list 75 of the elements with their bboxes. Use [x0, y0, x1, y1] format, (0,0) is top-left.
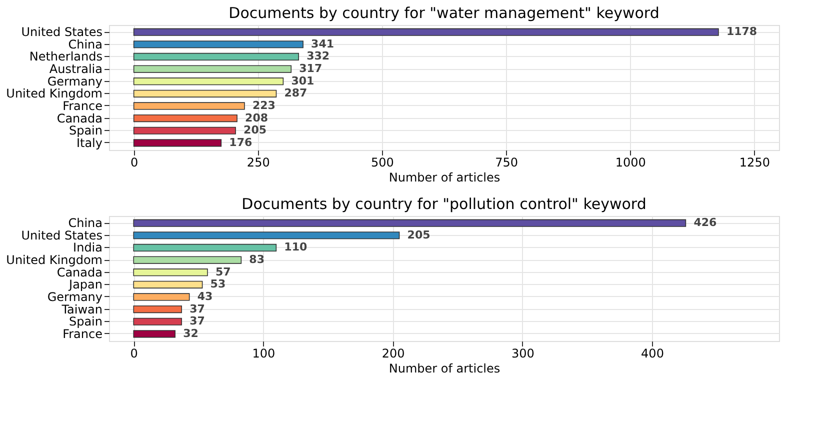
y-tick-label: Australia — [49, 62, 102, 76]
data-label: 110 — [284, 240, 308, 254]
bar — [133, 65, 292, 73]
bar — [133, 318, 182, 326]
y-tick-label: Japan — [68, 278, 102, 292]
data-label: 43 — [197, 290, 213, 303]
y-tick-label: France — [62, 326, 102, 341]
data-label: 176 — [229, 136, 252, 149]
x-tick-label: 0 — [130, 156, 138, 170]
bar — [133, 244, 277, 252]
data-label: 287 — [284, 86, 308, 100]
data-label: 1178 — [726, 25, 758, 38]
bar — [133, 40, 304, 48]
data-label: 83 — [249, 253, 264, 266]
bar — [133, 330, 176, 338]
data-label: 32 — [183, 326, 198, 340]
data-label: 341 — [311, 37, 334, 50]
data-label: 53 — [210, 278, 226, 291]
y-tick-label: Taiwan — [60, 302, 102, 316]
x-axis-title: Number of articles — [388, 170, 500, 184]
x-tick-label: 400 — [641, 346, 664, 360]
bar — [133, 126, 236, 134]
y-tick-label: Germany — [47, 290, 102, 304]
bar — [133, 90, 277, 98]
x-tick-label: 300 — [511, 346, 534, 360]
data-label: 205 — [407, 228, 430, 242]
y-tick-label: United States — [21, 25, 102, 40]
y-tick-label: China — [68, 37, 102, 52]
x-tick-label: 750 — [495, 156, 518, 170]
bar — [133, 114, 238, 122]
bar — [133, 280, 203, 288]
x-tick-label: 100 — [252, 346, 276, 360]
data-label: 57 — [215, 265, 231, 278]
y-tick-label: Netherlands — [29, 50, 102, 64]
x-tick-label: 1000 — [615, 156, 646, 170]
bar — [133, 102, 245, 110]
bar — [133, 232, 400, 240]
x-axis-title: Number of articles — [388, 362, 500, 376]
data-label: 426 — [694, 216, 717, 230]
y-tick-label: Germany — [47, 74, 102, 88]
data-label: 301 — [291, 74, 314, 88]
data-label: 208 — [245, 111, 268, 124]
bar — [133, 256, 242, 264]
bar — [133, 293, 190, 301]
data-label: 332 — [306, 50, 330, 63]
data-label: 317 — [299, 62, 322, 76]
bar — [133, 78, 284, 86]
chart-title: Documents by country for "pollution control" keyword — [242, 195, 646, 213]
bar — [133, 28, 719, 36]
x-tick-label: 0 — [130, 346, 138, 360]
y-tick-label: China — [68, 216, 102, 230]
data-label: 37 — [190, 314, 205, 328]
x-tick-label: 1250 — [739, 156, 770, 170]
y-tick-label: Spain — [68, 124, 102, 138]
chart-title: Documents by country for "water management" keyword — [228, 4, 660, 22]
bar — [133, 219, 686, 227]
data-label: 205 — [244, 124, 267, 137]
bar — [133, 52, 299, 60]
y-tick-label: United Kingdom — [6, 253, 102, 268]
y-tick-label: United Kingdom — [6, 86, 102, 101]
bar — [133, 268, 208, 276]
y-tick-label: India — [73, 240, 102, 255]
y-tick-label: Spain — [68, 314, 102, 329]
y-tick-label: Canada — [56, 265, 102, 280]
y-tick-label: Canada — [56, 111, 102, 126]
x-tick-label: 500 — [371, 156, 394, 170]
data-label: 223 — [252, 98, 276, 112]
data-label: 37 — [190, 302, 205, 316]
x-tick-label: 250 — [246, 156, 270, 170]
y-tick-label: Italy — [76, 136, 102, 150]
bar — [133, 139, 222, 147]
x-tick-label: 200 — [382, 346, 405, 360]
bar — [133, 306, 182, 314]
y-tick-label: France — [62, 98, 102, 113]
y-tick-label: United States — [21, 228, 102, 242]
